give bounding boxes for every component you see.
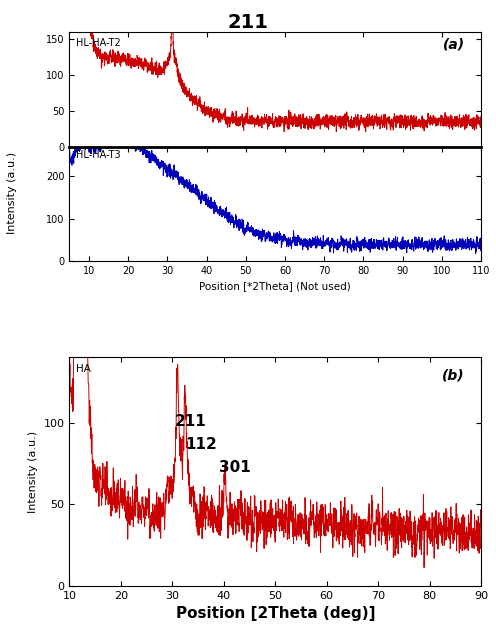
Text: HA: HA (75, 364, 90, 374)
Text: 211: 211 (228, 13, 268, 32)
Text: (b): (b) (442, 368, 465, 383)
Text: 211: 211 (175, 414, 207, 429)
X-axis label: Position [*2Theta] (Not used): Position [*2Theta] (Not used) (199, 281, 351, 292)
Text: 112: 112 (185, 437, 217, 452)
Text: Intensity (a.u.): Intensity (a.u.) (7, 152, 17, 234)
Text: 301: 301 (219, 460, 250, 475)
Y-axis label: Intensity (a.u.): Intensity (a.u.) (28, 431, 38, 513)
Text: HL-HA-T2: HL-HA-T2 (75, 38, 121, 48)
Text: (a): (a) (442, 38, 465, 52)
X-axis label: Position [2Theta (deg)]: Position [2Theta (deg)] (176, 607, 375, 621)
Text: HL-HA-T3: HL-HA-T3 (75, 150, 120, 160)
